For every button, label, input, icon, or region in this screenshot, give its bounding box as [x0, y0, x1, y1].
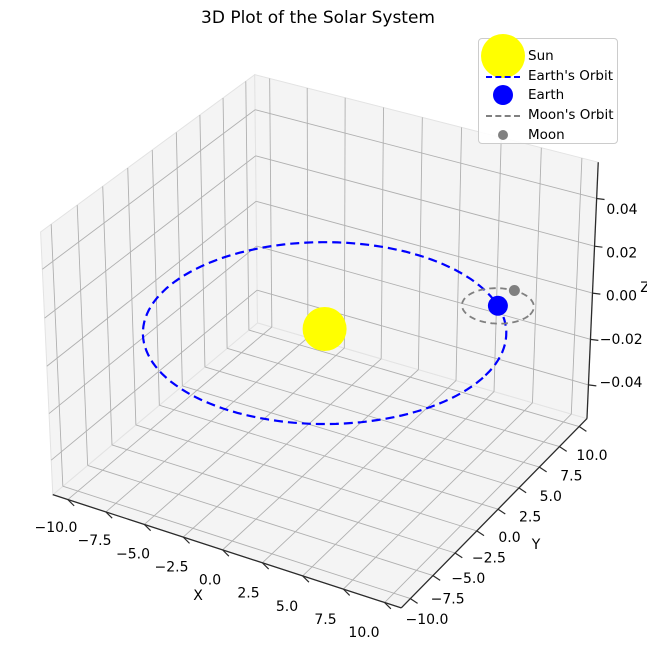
z-tick-label: −0.04 [600, 375, 643, 391]
moon-body [508, 285, 520, 297]
axis-spines [52, 162, 599, 609]
y-tick-label: 0.0 [498, 530, 520, 546]
y-tick-label: 2.5 [519, 510, 541, 526]
x-tick-label: −10.0 [35, 520, 78, 536]
tick-labels: −10.0−7.5−5.0−2.50.02.55.07.510.0−10.0−7… [35, 202, 647, 641]
sun-marker-icon [481, 34, 525, 78]
legend-label: Earth [528, 87, 565, 103]
chart-title: 3D Plot of the Solar System [201, 8, 435, 28]
axis-ticks [67, 197, 605, 610]
x-tick-label: −7.5 [78, 533, 112, 549]
legend-item-earth: Earth [479, 85, 617, 105]
y-tick-label: −10.0 [406, 612, 449, 628]
legend-label: Moon's Orbit [528, 107, 614, 123]
x-tick-label: 10.0 [348, 625, 379, 641]
z-tick-label: 0.02 [606, 245, 637, 261]
celestial-bodies [302, 285, 520, 351]
legend-label: Earth's Orbit [528, 68, 614, 84]
x-tick-label: 7.5 [314, 612, 336, 628]
legend-item-moons-orbit: Moon's Orbit [479, 105, 617, 125]
x-tick-label: −2.5 [155, 559, 189, 575]
earth-marker-icon [493, 85, 513, 105]
y-tick-label: −5.0 [451, 571, 485, 587]
legend-item-sun: Sun [479, 34, 617, 78]
z-tick-label: 0.04 [606, 202, 637, 218]
legend-item-moon: Moon [479, 125, 617, 145]
earth-body [487, 295, 508, 316]
z-tick-label: 0.00 [606, 289, 637, 305]
z-axis-label: Z [640, 280, 647, 296]
moon-marker-icon [498, 130, 508, 140]
sun-body [302, 307, 347, 351]
y-axis-label: Y [531, 537, 541, 553]
x-tick-label: 2.5 [237, 586, 259, 602]
y-tick-label: 5.0 [540, 489, 562, 505]
earth-s-orbit-path [141, 241, 508, 426]
legend-item-earths-orbit: Earth's Orbit [479, 66, 617, 86]
legend: Sun Earth's Orbit Earth Moon's Orbit Moo… [478, 34, 618, 145]
orbit-paths [141, 241, 535, 426]
x-tick-label: −5.0 [116, 546, 150, 562]
grid-lines [42, 78, 597, 603]
x-tick-label: 0.0 [199, 573, 221, 589]
legend-label: Sun [528, 48, 554, 64]
x-axis-label: X [193, 588, 203, 604]
z-tick-label: −0.02 [600, 332, 643, 348]
y-tick-label: −7.5 [431, 592, 465, 608]
earth-orbit-line-icon [486, 76, 520, 78]
y-tick-label: −2.5 [472, 551, 506, 567]
moon-orbit-line-icon [486, 115, 520, 117]
legend-label: Moon [528, 127, 565, 143]
y-tick-label: 7.5 [560, 469, 582, 485]
y-tick-label: 10.0 [576, 448, 607, 464]
x-tick-label: 5.0 [276, 599, 298, 615]
